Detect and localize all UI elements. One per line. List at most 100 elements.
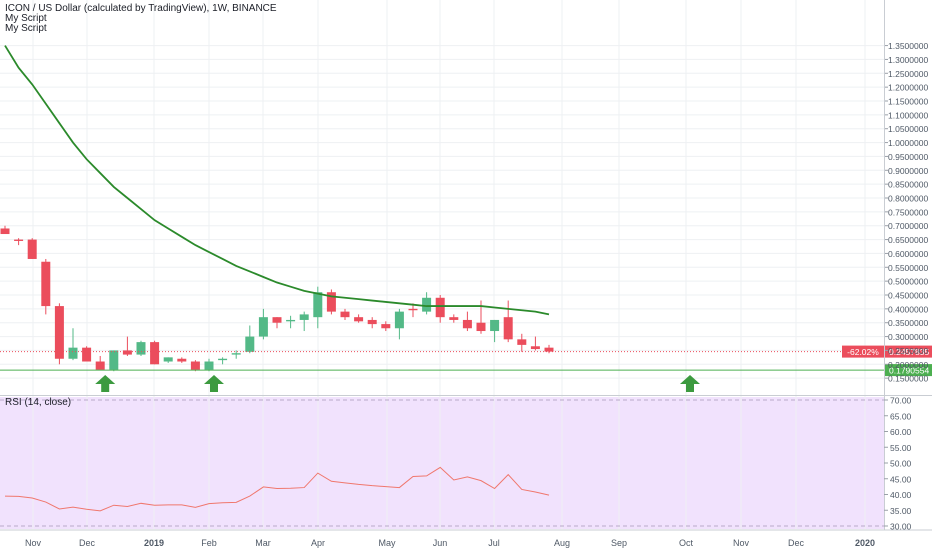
time-axis-label: 2020 xyxy=(855,538,875,548)
candle-body xyxy=(41,261,51,307)
price-tick-label: 0.3500000 xyxy=(888,318,928,328)
candle-body xyxy=(381,324,391,329)
time-axis-label: May xyxy=(378,538,396,548)
price-tick-label: 0.5500000 xyxy=(888,263,928,273)
grid-layer xyxy=(0,0,884,529)
price-tick-label: 0.9000000 xyxy=(888,166,928,176)
candle-body xyxy=(476,322,486,332)
price-tick-label: 1.3500000 xyxy=(888,41,928,51)
rsi-tick-label: 40.00 xyxy=(890,490,912,500)
price-tick-label: 0.5000000 xyxy=(888,277,928,287)
candle-body xyxy=(95,361,105,370)
overlay-layer: -62.02% 0.2457835 0.1790554 xyxy=(0,345,932,392)
candle-body xyxy=(394,311,404,329)
script-legend-1: My Script xyxy=(5,13,47,24)
price-tick-label: 0.6500000 xyxy=(888,235,928,245)
candle-body xyxy=(27,239,37,259)
candle-body xyxy=(408,308,418,311)
rsi-line xyxy=(4,466,550,512)
time-axis-label: Aug xyxy=(554,538,570,548)
time-axis-label: Nov xyxy=(733,538,750,548)
rsi-layer xyxy=(4,466,550,512)
candle-body xyxy=(422,297,432,312)
rsi-tick-label: 60.00 xyxy=(890,427,912,437)
price-tick-label: 0.4000000 xyxy=(888,304,928,314)
price-tick-label: 0.8000000 xyxy=(888,194,928,204)
price-tick-label: 0.6000000 xyxy=(888,249,928,259)
candle-body xyxy=(299,314,309,320)
up-arrow-marker xyxy=(680,375,700,392)
ma-layer xyxy=(4,45,550,316)
price-tick-label: 0.9500000 xyxy=(888,152,928,162)
candle-body xyxy=(0,228,10,235)
time-axis-label: Apr xyxy=(311,538,325,548)
rsi-tick-label: 35.00 xyxy=(890,506,912,516)
price-tick-label: 1.0500000 xyxy=(888,124,928,134)
candle-body xyxy=(231,353,241,355)
rsi-tick-label: 70.00 xyxy=(890,396,912,406)
candle-body xyxy=(286,319,296,322)
time-axis-label: Nov xyxy=(25,538,42,548)
time-axis-label: Oct xyxy=(679,538,694,548)
rsi-tick-label: 30.00 xyxy=(890,522,912,532)
time-axis-label: 2019 xyxy=(144,538,164,548)
rsi-tick-label: 45.00 xyxy=(890,474,912,484)
rsi-tick-label: 55.00 xyxy=(890,443,912,453)
candle-body xyxy=(218,358,228,361)
script-legend-2: My Script xyxy=(5,23,47,34)
candle-body xyxy=(122,350,132,355)
price-tick-label: 1.3000000 xyxy=(888,55,928,65)
time-axis-label: Feb xyxy=(201,538,217,548)
change-badge-text: -62.02% xyxy=(847,347,879,357)
candle-body xyxy=(190,361,200,370)
candles-layer xyxy=(0,225,554,372)
time-axis-label: Sep xyxy=(611,538,627,548)
price-tick-label: 1.0000000 xyxy=(888,138,928,148)
price-tick-label: 0.2500000 xyxy=(888,346,928,356)
time-axis-label: Jun xyxy=(433,538,448,548)
price-tick-label: 0.8500000 xyxy=(888,180,928,190)
rsi-tick-label: 50.00 xyxy=(890,459,912,469)
time-axis-label: Dec xyxy=(79,538,96,548)
candle-body xyxy=(82,347,92,362)
candle-body xyxy=(245,336,255,352)
price-label-text: 0.2457835 xyxy=(889,347,929,357)
time-axis-label: Dec xyxy=(788,538,805,548)
price-tick-label: 0.1500000 xyxy=(888,374,928,384)
price-tick-label: 0.7000000 xyxy=(888,221,928,231)
candle-body xyxy=(14,239,24,241)
candle-body xyxy=(503,317,513,340)
candle-body xyxy=(54,306,64,359)
candle-body xyxy=(136,342,146,355)
candle-body xyxy=(258,317,268,337)
candle-body xyxy=(68,347,78,359)
candle-body xyxy=(367,319,377,325)
up-arrow-marker xyxy=(204,375,224,392)
candle-body xyxy=(462,319,472,329)
candle-body xyxy=(544,347,554,352)
price-tick-label: 0.7500000 xyxy=(888,207,928,217)
candle-body xyxy=(177,358,187,362)
price-tick-label: 0.4500000 xyxy=(888,291,928,301)
support-price-label xyxy=(885,364,932,377)
candle-body xyxy=(163,357,173,362)
candle-body xyxy=(204,361,214,370)
candle-body xyxy=(313,292,323,318)
candle-body xyxy=(490,319,500,332)
candle-body xyxy=(109,350,119,370)
rsi-band xyxy=(0,397,884,529)
price-tick-label: 1.1500000 xyxy=(888,97,928,107)
candle-body xyxy=(354,317,364,322)
candle-body xyxy=(530,346,540,350)
candle-body xyxy=(150,342,160,365)
price-tick-label: 1.1000000 xyxy=(888,110,928,120)
candle-body xyxy=(326,292,336,312)
rsi-tick-label: 65.00 xyxy=(890,411,912,421)
candle-body xyxy=(272,317,282,323)
price-tick-label: 1.2500000 xyxy=(888,69,928,79)
candle-body xyxy=(517,339,527,345)
price-tick-label: 1.2000000 xyxy=(888,83,928,93)
